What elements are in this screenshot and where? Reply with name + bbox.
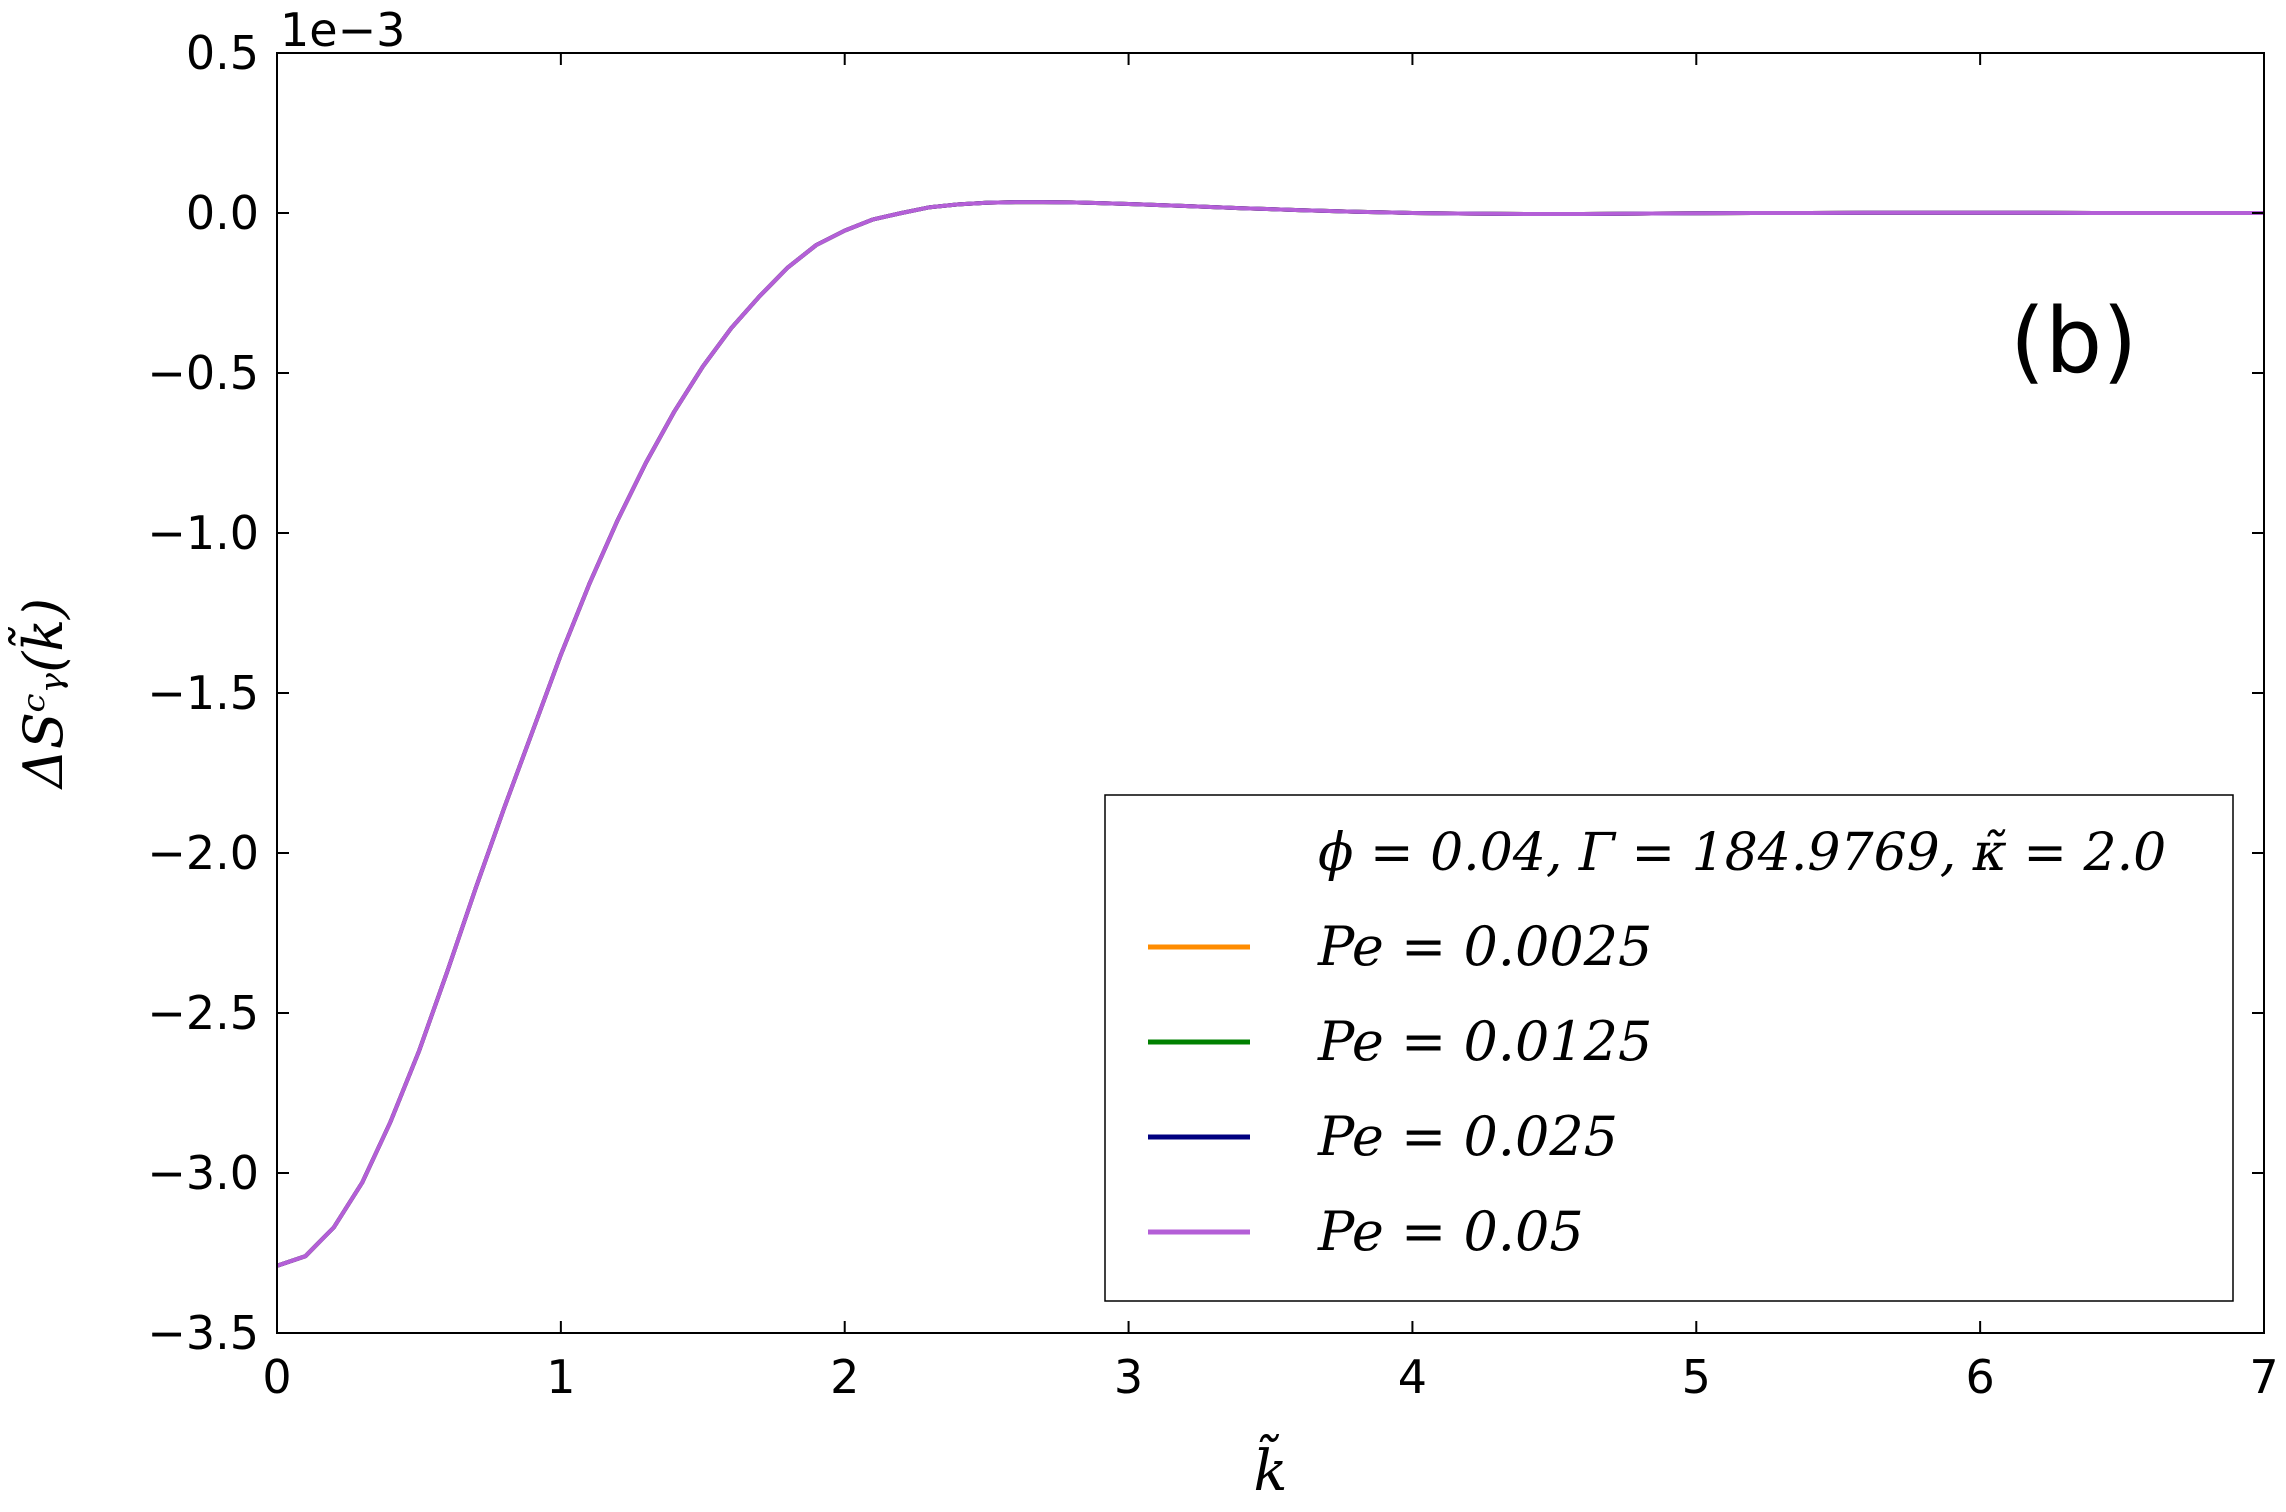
- y-tick-label: 0.5: [186, 26, 259, 80]
- y-tick-label: 0.0: [186, 186, 259, 240]
- x-tick-label: 3: [1114, 1350, 1143, 1404]
- x-tick-label: 0: [262, 1350, 291, 1404]
- legend: ϕ = 0.04, Γ = 184.9769, κ̃ = 2.0 Pe = 0.…: [1104, 794, 2234, 1302]
- x-tick-label: 4: [1398, 1350, 1427, 1404]
- y-offset-text: 1e−3: [280, 3, 405, 57]
- ticks-layer: 0 1 2 3 4 5 6 7 0.5 0.0 −0.5 −1.0 −1.5 −2.0 −2.5 −3.0 −3…: [147, 26, 2278, 1404]
- y-tick-label: −2.0: [147, 826, 259, 880]
- y-tick-label: −3.0: [147, 1146, 259, 1200]
- legend-label-0: Pe = 0.0025: [1317, 915, 1652, 978]
- series-layer: [276, 200, 2264, 1268]
- x-tick-label: 2: [830, 1350, 859, 1404]
- legend-label-1: Pe = 0.0125: [1317, 1010, 1652, 1073]
- legend-title: ϕ = 0.04, Γ = 184.9769, κ̃ = 2.0: [1318, 823, 2166, 883]
- y-axis-label: ΔSᶜᵧ(k̃): [7, 598, 75, 790]
- legend-label-2: Pe = 0.025: [1317, 1105, 1618, 1168]
- x-tick-label: 5: [1682, 1350, 1711, 1404]
- y-tick-label: −1.0: [147, 506, 259, 560]
- panel-label: (b): [2010, 289, 2137, 394]
- series-line-3: [276, 200, 2264, 1268]
- y-tick-label: −1.5: [147, 666, 259, 720]
- legend-box: [1104, 794, 2234, 1302]
- y-tick-label: −0.5: [147, 346, 259, 400]
- x-tick-label: 1: [546, 1350, 575, 1404]
- x-axis-label: k̃: [1254, 1434, 1288, 1504]
- x-tick-label: 7: [2249, 1350, 2278, 1404]
- y-tick-label: −2.5: [147, 986, 259, 1040]
- y-tick-label: −3.5: [147, 1306, 259, 1360]
- legend-label-3: Pe = 0.05: [1317, 1200, 1584, 1263]
- x-tick-label: 6: [1966, 1350, 1995, 1404]
- legend-items: Pe = 0.0025 Pe = 0.0125 Pe = 0.025 Pe = 0.0…: [1148, 915, 1652, 1263]
